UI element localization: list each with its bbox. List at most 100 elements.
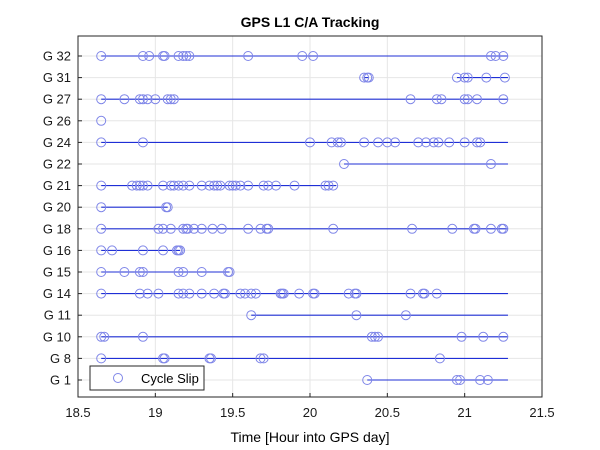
cycle-slip-marker [189, 223, 199, 234]
cycle-slip-marker [142, 288, 153, 299]
cycle-slip-marker [499, 72, 510, 83]
cycle-slip-marker [475, 137, 486, 148]
cycle-slip-marker [178, 180, 189, 191]
y-tick-label: G 32 [43, 49, 71, 64]
legend: Cycle Slip [89, 365, 205, 391]
cycle-slip-marker [137, 51, 148, 61]
cycle-slip-marker [328, 223, 339, 234]
cycle-slip-marker [142, 180, 153, 191]
cycle-slip-marker [421, 137, 431, 148]
cycle-slip-marker [175, 245, 186, 256]
cycle-slip-marker [255, 353, 266, 364]
cycle-slip-marker [96, 137, 107, 148]
cycle-slip-marker [478, 331, 489, 342]
cycle-slip-marker [209, 180, 220, 191]
cycle-slip-marker [328, 180, 339, 191]
cycle-slip-marker [431, 94, 442, 105]
y-tick-label: G 1 [50, 373, 71, 388]
y-tick-label: G 31 [43, 70, 71, 85]
cycle-slip-marker [158, 223, 169, 234]
cycle-slip-marker [196, 267, 207, 277]
y-tick-label: G 26 [43, 113, 71, 128]
cycle-slip-marker [178, 288, 189, 299]
cycle-slip-marker [96, 115, 107, 126]
chart-title: GPS L1 C/A Tracking [241, 14, 380, 30]
x-tick-label: 19 [148, 405, 162, 420]
y-tick-label: G 16 [43, 243, 71, 258]
x-tick-label: 20.5 [375, 405, 400, 420]
cycle-slip-marker [343, 288, 354, 299]
cycle-slip-marker [485, 51, 496, 61]
cycle-slip-marker [459, 94, 470, 105]
y-tick-label: G 21 [43, 178, 71, 193]
cycle-slip-marker [230, 180, 241, 191]
cycle-slip-marker [96, 51, 107, 61]
cycle-slip-marker [165, 223, 176, 234]
cycle-slip-marker [137, 331, 148, 342]
cycle-slip-marker [134, 180, 145, 191]
cycle-slip-marker [246, 310, 257, 321]
cycle-slip-marker [323, 180, 334, 191]
cycle-slip-marker [159, 51, 170, 61]
cycle-slip-marker [216, 223, 227, 234]
y-tick-label: G 15 [43, 265, 71, 280]
legend-label-cycle-slip: Cycle Slip [141, 371, 199, 386]
x-ticks: 18.5 19 19.5 20 20.5 21 21.5 [65, 393, 555, 420]
cycle-slip-marker [127, 180, 138, 191]
cycle-slip-marker [96, 245, 107, 256]
cycle-slip-marker [407, 223, 418, 234]
cycle-slip-marker [362, 375, 373, 385]
cycle-slip-marker [459, 72, 470, 83]
cycle-slip-marker [184, 51, 195, 61]
cycle-slip-marker [405, 288, 416, 299]
cycle-slip-marker [363, 72, 374, 83]
x-tick-label: 20 [303, 405, 317, 420]
cycle-slip-marker [137, 180, 148, 191]
cycle-slip-marker [196, 180, 207, 191]
y-tick-label: G 20 [43, 200, 71, 215]
cycle-slip-marker [107, 245, 118, 256]
cycle-slip-marker [184, 288, 195, 299]
cycle-slip-marker [462, 72, 473, 83]
cycle-slip-marker [131, 180, 142, 191]
cycle-slip-marker [451, 375, 462, 385]
cycle-slip-marker [165, 94, 176, 105]
legend-marker [113, 373, 123, 383]
y-ticks: G 1 G 8 G 10 G 11 G 14 G 15 G 16 G 18 G 20 G 21 G … [43, 49, 82, 388]
cycle-slip-marker [475, 375, 486, 385]
x-tick-label: 21.5 [529, 405, 554, 420]
cycle-slip-marker [235, 180, 246, 191]
cycle-slip-marker [485, 159, 496, 169]
cycle-slip-marker [335, 137, 346, 148]
cycle-slip-marker [137, 94, 148, 105]
cycle-slip-marker [243, 180, 254, 191]
cycle-slip-marker [96, 288, 107, 299]
cycle-slip-marker [173, 180, 184, 191]
cycle-slip-marker [451, 72, 462, 83]
cycle-slip-marker [447, 223, 458, 234]
cycle-slip-marker [382, 137, 393, 148]
cycle-slip-marker [240, 288, 251, 299]
x-tick-label: 18.5 [65, 405, 90, 420]
cycle-slip-marker [173, 288, 184, 299]
cycle-slip-marker [405, 94, 416, 105]
cycle-slip-marker [206, 353, 217, 364]
cycle-slip-marker [472, 94, 483, 105]
cycle-slip-marker [498, 223, 509, 234]
cycle-slip-marker [196, 223, 207, 234]
cycle-slip-marker [413, 137, 424, 148]
cycle-slip-marker [142, 94, 153, 105]
y-tick-label: G 24 [43, 135, 71, 150]
cycle-slip-marker [134, 267, 145, 277]
cycle-slip-marker [224, 180, 235, 191]
cycle-slip-marker [162, 94, 173, 105]
cycle-slip-marker [224, 267, 235, 277]
cycle-slip-marker [305, 137, 315, 148]
cycle-slip-marker [351, 310, 362, 321]
cycle-slip-marker [243, 223, 254, 234]
cycle-slip-marker [119, 267, 130, 277]
cycle-slip-marker [390, 137, 401, 148]
y-tick-label: G 22 [43, 157, 71, 172]
cycle-slip-marker [459, 137, 470, 148]
